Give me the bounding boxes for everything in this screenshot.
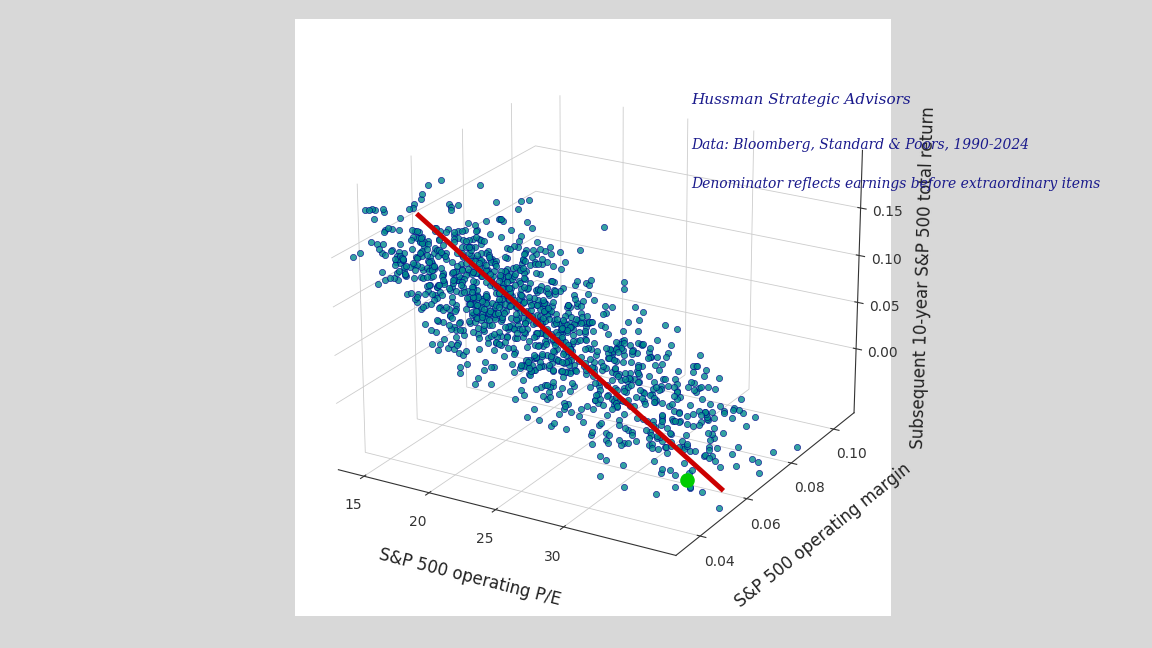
- Y-axis label: S&P 500 operating margin: S&P 500 operating margin: [732, 459, 914, 610]
- Text: Hussman Strategic Advisors: Hussman Strategic Advisors: [691, 93, 911, 107]
- Text: Denominator reflects earnings before extraordinary items: Denominator reflects earnings before ext…: [691, 177, 1100, 191]
- X-axis label: S&P 500 operating P/E: S&P 500 operating P/E: [377, 546, 563, 609]
- Text: Data: Bloomberg, Standard & Poors, 1990-2024: Data: Bloomberg, Standard & Poors, 1990-…: [691, 138, 1030, 152]
